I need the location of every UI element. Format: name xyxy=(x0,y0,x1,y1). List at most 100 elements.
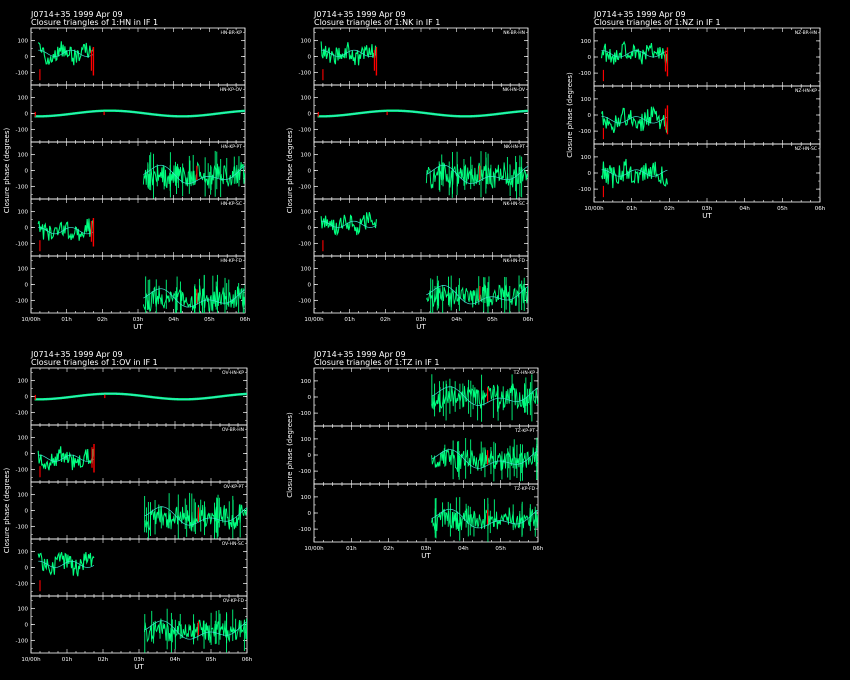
triangle-label: HN-KP-OV xyxy=(220,87,243,93)
y-tick-label: 0 xyxy=(308,283,312,289)
panel-data xyxy=(34,392,247,401)
panel-nz-br-hn: -100 0 100 NZ-BR-HN xyxy=(579,27,821,87)
y-tick-label: -100 xyxy=(299,70,312,76)
panel-frame xyxy=(313,255,529,314)
y-tick-label: -100 xyxy=(579,187,592,193)
series-data xyxy=(601,105,668,134)
y-tick-label: -100 xyxy=(579,129,592,135)
y-tick-label: -100 xyxy=(16,581,29,587)
triangle-label: NK-HN-FD xyxy=(503,258,525,264)
series-data xyxy=(143,618,247,643)
y-tick-label: 100 xyxy=(18,607,29,613)
y-tick-label: 0 xyxy=(25,55,29,61)
y-axis-label: Closure phase (degrees) xyxy=(286,128,294,214)
y-tick-label: 0 xyxy=(25,452,29,458)
y-tick-label: 100 xyxy=(301,153,312,159)
series-data xyxy=(37,41,94,66)
y-tick-label: 0 xyxy=(25,509,29,515)
x-axis-label: UT xyxy=(134,663,144,671)
y-tick-label: 100 xyxy=(301,96,312,102)
y-tick-label: -100 xyxy=(16,127,29,133)
panel-frame xyxy=(30,198,246,257)
y-tick-label: -100 xyxy=(299,469,312,475)
panel-data xyxy=(601,158,668,198)
y-tick-label: 100 xyxy=(581,39,592,45)
y-tick-label: 0 xyxy=(25,623,29,629)
y-tick-label: 100 xyxy=(18,96,29,102)
panel-ov-kp-pt: -100 0 100 OV-KP-PT xyxy=(16,481,248,540)
series-data xyxy=(425,283,528,308)
chart-source: J0714+35 1999 Apr 09 xyxy=(30,350,123,359)
y-axis-label: Closure phase (degrees) xyxy=(566,72,574,158)
y-tick-label: 0 xyxy=(308,453,312,459)
panel-frame xyxy=(30,141,246,200)
x-axis-label: UT xyxy=(702,212,712,220)
triangle-label: NK-BR-HN xyxy=(503,30,525,36)
panel-nk-br-hn: -100 0 100 NK-BR-HN xyxy=(299,27,529,86)
x-tick-label: 04h xyxy=(739,206,750,212)
y-tick-label: -100 xyxy=(16,524,29,530)
x-tick-label: 10/00h xyxy=(21,317,41,323)
x-tick-label: 10/00h xyxy=(304,546,324,552)
series-fit xyxy=(601,50,668,58)
y-tick-label: -100 xyxy=(16,410,29,416)
panel-data xyxy=(37,218,95,252)
panel-nz-hn-kp: -100 0 100 NZ-HN-KP xyxy=(579,85,821,145)
x-axis-label: UT xyxy=(421,552,431,560)
y-axis-label: Closure phase (degrees) xyxy=(3,468,11,554)
series-data xyxy=(34,109,245,118)
x-tick-label: 03h xyxy=(134,657,145,663)
triangle-label: HN-KP-PT xyxy=(221,144,242,150)
triangle-label: TZ-KP-PT xyxy=(514,428,535,434)
x-tick-label: 10/00h xyxy=(304,317,324,323)
x-tick-label: 03h xyxy=(702,206,713,212)
x-tick-label: 05h xyxy=(206,657,217,663)
x-tick-label: 06h xyxy=(242,657,253,663)
series-data xyxy=(37,446,95,471)
x-tick-label: 06h xyxy=(533,546,544,552)
chart-source: J0714+35 1999 Apr 09 xyxy=(313,350,406,359)
y-tick-label: 0 xyxy=(588,171,592,177)
y-tick-label: -100 xyxy=(16,467,29,473)
panel-ov-br-hn: -100 0 100 OV-BR-HN xyxy=(16,424,248,483)
y-tick-label: 100 xyxy=(18,493,29,499)
y-tick-label: 0 xyxy=(308,395,312,401)
panel-frame xyxy=(30,27,246,86)
x-tick-label: 01h xyxy=(62,657,73,663)
y-tick-label: -100 xyxy=(299,184,312,190)
series-fit xyxy=(321,220,377,228)
y-tick-label: 100 xyxy=(18,210,29,216)
x-tick-label: 04h xyxy=(451,317,462,323)
panel-tz-kp-pt: -100 0 100 TZ-KP-PT xyxy=(299,425,539,485)
series-fit xyxy=(601,116,668,124)
x-tick-label: 03h xyxy=(416,317,427,323)
y-tick-label: 100 xyxy=(581,155,592,161)
triangle-label: OV-BR-HN xyxy=(222,427,244,433)
triangle-label: NK-HN-SC xyxy=(503,201,525,207)
y-tick-label: 100 xyxy=(301,379,312,385)
chart-title: Closure triangles of 1:OV in IF 1 xyxy=(31,358,158,367)
panel-frame xyxy=(593,27,821,87)
series-fit xyxy=(38,49,94,57)
series-fit xyxy=(431,508,538,529)
x-axis-label: UT xyxy=(133,323,143,331)
panel-data xyxy=(37,41,95,81)
series-data xyxy=(37,551,95,577)
y-tick-label: 0 xyxy=(25,566,29,572)
series-fit xyxy=(601,169,668,177)
x-tick-label: 02h xyxy=(97,317,108,323)
series-fit xyxy=(431,449,538,469)
triangle-label: HN-KP-FD xyxy=(220,258,242,264)
y-tick-label: 100 xyxy=(18,550,29,556)
x-tick-label: 03h xyxy=(133,317,144,323)
series-fit xyxy=(426,164,528,184)
panel-data xyxy=(431,374,538,422)
x-tick-label: 06h xyxy=(240,317,251,323)
y-tick-label: -100 xyxy=(16,298,29,304)
panel-nk-hn-sc: -100 0 100 NK-HN-SC xyxy=(299,198,529,257)
x-tick-label: 02h xyxy=(98,657,109,663)
